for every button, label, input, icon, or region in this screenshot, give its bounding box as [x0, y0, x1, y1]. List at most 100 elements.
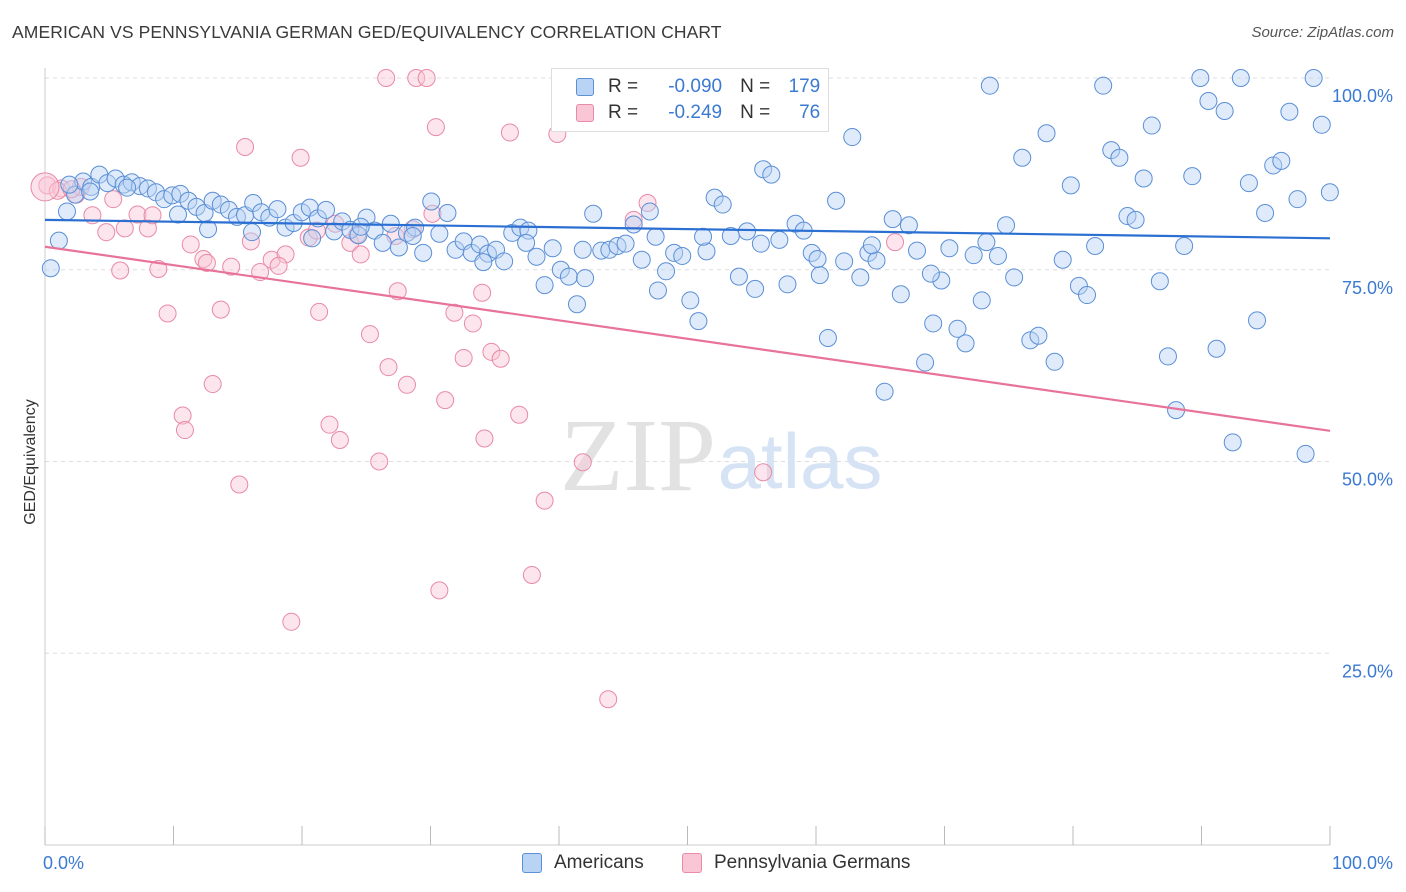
american-point	[1094, 76, 1113, 95]
american-point	[1215, 101, 1234, 120]
american-point	[883, 210, 902, 229]
american-point	[414, 243, 433, 262]
series-legend: Americans Pennsylvania Germans	[0, 852, 1406, 878]
american-point	[624, 215, 643, 234]
american-point	[762, 165, 781, 184]
american-point	[1045, 352, 1064, 371]
american-point	[632, 250, 651, 269]
trend-lines	[44, 218, 1331, 432]
american-point	[576, 269, 595, 288]
american-point	[737, 222, 756, 241]
american-point	[940, 239, 959, 258]
american-point	[1191, 69, 1210, 87]
american-point	[474, 253, 493, 272]
american-point	[851, 268, 870, 287]
legend-item-americans[interactable]: Americans	[522, 852, 644, 874]
german-points	[30, 69, 905, 709]
american-point	[810, 266, 829, 285]
german-point	[158, 304, 177, 323]
american-point	[648, 281, 667, 300]
american-point	[1207, 339, 1226, 358]
german-point	[211, 300, 230, 319]
german-point	[377, 69, 396, 87]
american-point	[751, 234, 770, 253]
german-point	[599, 690, 618, 709]
american-point	[118, 178, 137, 197]
german-point	[407, 69, 426, 87]
american-point	[66, 185, 85, 204]
german-point	[30, 172, 60, 202]
american-point	[867, 251, 886, 270]
german-point	[445, 303, 464, 322]
watermark: ZIP atlas	[560, 398, 882, 513]
american-point	[697, 242, 716, 261]
american-point	[584, 204, 603, 223]
american-point	[168, 205, 187, 224]
german-point	[97, 223, 116, 242]
american-point	[1037, 124, 1056, 143]
german-point	[397, 375, 416, 394]
american-point	[818, 329, 837, 348]
american-point	[268, 200, 287, 219]
american-point	[924, 314, 943, 333]
american-point	[1272, 151, 1291, 170]
american-n-value: 179	[788, 76, 821, 97]
american-point	[694, 227, 713, 246]
german-point	[473, 283, 492, 302]
american-point	[373, 233, 392, 252]
american-point	[1175, 236, 1194, 255]
american-point	[559, 267, 578, 286]
german-point	[573, 453, 592, 472]
american-point	[1304, 69, 1323, 87]
american-point	[1239, 174, 1258, 193]
american-point	[964, 246, 983, 265]
american-point	[438, 203, 457, 222]
grid-lines	[45, 77, 1330, 654]
y-axis-title: GED/Equivalency	[22, 399, 39, 524]
american-legend-swatch	[522, 853, 542, 873]
legend-item-german[interactable]: Pennsylvania Germans	[682, 852, 910, 874]
american-point	[1078, 286, 1097, 305]
american-point	[1248, 311, 1267, 330]
chart-title: AMERICAN VS PENNSYLVANIA GERMAN GED/EQUI…	[12, 22, 722, 42]
american-point	[1150, 272, 1169, 291]
n-label: N =	[740, 102, 771, 123]
american-point	[543, 239, 562, 258]
american-point	[948, 319, 967, 338]
german-point	[475, 429, 494, 448]
american-point	[430, 224, 449, 243]
american-point	[317, 200, 336, 219]
n-label: N =	[740, 76, 771, 97]
american-point	[1280, 102, 1299, 121]
german-point	[181, 235, 200, 254]
american-point	[646, 227, 665, 246]
american-point	[535, 276, 554, 295]
american-point	[640, 202, 659, 221]
american-point	[81, 182, 100, 201]
american-point	[1134, 169, 1153, 188]
german-point	[282, 612, 301, 631]
german-point	[143, 206, 162, 225]
american-point	[778, 275, 797, 294]
legend-row-germans: R = -0.249 N = 76	[576, 101, 820, 125]
german-point	[173, 406, 192, 425]
german-point	[754, 463, 773, 482]
american-point	[567, 295, 586, 314]
german-point	[886, 233, 905, 252]
american-point	[389, 238, 408, 257]
german-point	[491, 349, 510, 368]
x-tick-label-max: 100.0%	[1332, 853, 1393, 873]
german-point	[111, 261, 130, 280]
r-label: R =	[608, 102, 639, 123]
german-point	[262, 250, 281, 269]
german-point	[370, 452, 389, 471]
american-point	[657, 262, 676, 281]
american-point	[41, 259, 60, 278]
german-point	[128, 205, 147, 224]
american-point	[1256, 203, 1275, 222]
american-point	[908, 241, 927, 260]
american-point	[1183, 167, 1202, 186]
watermark-atlas: atlas	[718, 417, 883, 505]
american-point	[1142, 116, 1161, 135]
